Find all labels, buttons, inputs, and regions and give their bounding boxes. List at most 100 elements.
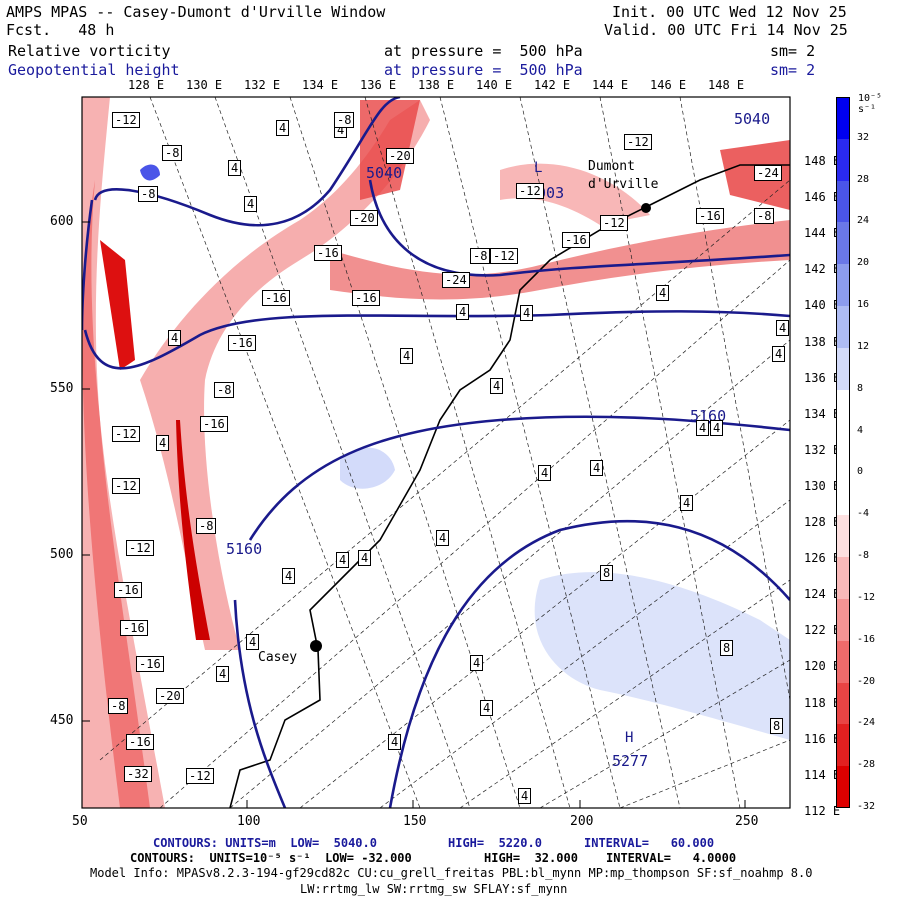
vorticity-label: 4 (282, 568, 296, 584)
colorbar-border (836, 97, 850, 808)
vorticity-label: -8 (138, 186, 159, 202)
vorticity-label: -12 (600, 215, 628, 231)
vorticity-label: 4 (228, 160, 242, 176)
vorticity-label: -16 (120, 620, 148, 636)
colorbar-tick-label: -28 (857, 759, 876, 771)
vorticity-label: -32 (124, 766, 152, 782)
vorticity-label: 4 (216, 666, 230, 682)
vorticity-label: -24 (754, 165, 782, 181)
vorticity-label: -16 (114, 582, 142, 598)
vorticity-label: 4 (436, 530, 450, 546)
vorticity-label: -20 (350, 210, 378, 226)
right-lon-label: 128 E (804, 515, 841, 529)
colorbar-swatch (836, 389, 850, 433)
field1-smoothing: sm= 2 (770, 42, 816, 60)
vorticity-label: -8 (754, 208, 775, 224)
top-lon-label: 130 E (186, 78, 223, 92)
x-tick-label: 100 (237, 814, 261, 829)
height-label-5040-n: 5040 (366, 164, 403, 182)
right-lon-label: 112 E (804, 803, 841, 818)
colorbar-swatch (836, 347, 850, 391)
right-lon-label: 138 E (804, 334, 841, 349)
right-lon-label: 142 E (804, 262, 841, 277)
colorbar-swatch (836, 180, 850, 223)
vorticity-label: 4 (388, 734, 402, 750)
colorbar-tick-label: 20 (857, 257, 870, 269)
colorbar-tick-label: -32 (857, 801, 876, 812)
vorticity-label: 4 (490, 378, 504, 394)
vorticity-label: -16 (562, 232, 590, 248)
vorticity-label: -12 (490, 248, 518, 264)
vorticity-label: -8 (162, 145, 183, 161)
colorbar-swatch (836, 264, 850, 307)
vorticity-label: -16 (136, 656, 164, 672)
vorticity-label: 4 (156, 435, 170, 451)
right-lon-label: 140 E (804, 298, 841, 313)
colorbar-swatch (836, 222, 850, 265)
footer-height-contours-a: CONTOURS: UNITS=m LOW= 5040.0 (153, 836, 377, 850)
vorticity-label: -8 (196, 518, 217, 534)
vorticity-label: 4 (696, 420, 710, 436)
field1-level: at pressure = 500 hPa (384, 42, 583, 60)
valid-time: Valid. 00 UTC Fri 14 Nov 25 (604, 21, 848, 39)
field1-name: Relative vorticity (8, 42, 171, 60)
colorbar-swatch (836, 138, 850, 182)
right-lon-label: 130 E (804, 478, 841, 493)
height-label-5160-w: 5160 (226, 540, 263, 558)
footer-vort-contours-c: INTERVAL= 4.0000 (606, 851, 737, 865)
top-lon-label: 132 E (244, 78, 281, 92)
footer-model-physics: LW:rrtmg_lw SW:rrtmg_sw SFLAY:sf_mynn (300, 882, 568, 896)
height-label-5040-ne: 5040 (734, 110, 771, 128)
footer-vort-contours-a: CONTOURS: UNITS=10⁻⁵ s⁻¹ LOW= -32.000 (130, 851, 412, 865)
vorticity-label: 4 (518, 788, 532, 804)
init-time: Init. 00 UTC Wed 12 Nov 25 (612, 3, 847, 21)
vorticity-label: -12 (516, 183, 544, 199)
colorbar-swatch (836, 724, 850, 767)
low-symbol: L (534, 160, 543, 176)
vorticity-label: 4 (538, 465, 552, 481)
vorticity-label: 4 (244, 196, 258, 212)
right-lon-label: 120 E (804, 659, 841, 674)
vorticity-label: -12 (126, 540, 154, 556)
field2-smoothing: sm= 2 (770, 61, 816, 79)
vorticity-label: -12 (624, 134, 652, 150)
vorticity-label: 4 (656, 285, 670, 301)
colorbar-tick-label: 32 (857, 131, 870, 143)
map-title: AMPS MPAS -- Casey-Dumont d'Urville Wind… (6, 3, 386, 21)
top-lon-label: 148 E (708, 78, 745, 92)
right-lon-label: 146 E (804, 190, 841, 205)
vorticity-label: 4 (520, 305, 534, 321)
colorbar-swatch (836, 515, 850, 558)
vorticity-label: -16 (126, 734, 154, 750)
vorticity-label: 4 (470, 655, 484, 671)
y-tick-label: 600 (50, 214, 74, 229)
footer-model-info: Model Info: MPASv8.2.3-194-gf29cd82c CU:… (90, 866, 813, 880)
top-lon-label: 134 E (302, 78, 339, 92)
colorbar-tick-label: 4 (857, 424, 864, 436)
vorticity-label: -12 (186, 768, 214, 784)
colorbar-tick-label: 28 (857, 173, 870, 185)
y-tick-label: 500 (50, 547, 74, 562)
colorbar-tick-label: 16 (857, 299, 870, 311)
coastline (229, 164, 790, 808)
vorticity-label: -16 (262, 290, 290, 306)
vorticity-label: -16 (200, 416, 228, 432)
colorbar-tick-label: -8 (857, 550, 870, 562)
x-tick-label: 250 (735, 814, 759, 829)
vorticity-label: -20 (156, 688, 184, 704)
vorticity-label: -8 (334, 112, 355, 128)
right-lon-label: 136 E (804, 370, 841, 385)
top-lon-label: 146 E (650, 78, 687, 92)
vorticity-label: 8 (770, 718, 784, 734)
footer-vort-contours-b: HIGH= 32.000 (484, 851, 578, 865)
y-tick-label: 450 (50, 713, 74, 728)
x-tick-label: 200 (570, 814, 594, 829)
colorbar-unit: 10⁻⁵ s⁻¹ (858, 93, 883, 115)
right-lon-label: 148 E (804, 154, 841, 168)
vorticity-label: -20 (386, 148, 414, 164)
vorticity-label: 4 (456, 304, 470, 320)
colorbar-swatch (836, 640, 850, 684)
vorticity-label: -8 (108, 698, 129, 714)
vorticity-label: 4 (480, 700, 494, 716)
top-lon-label: 142 E (534, 78, 571, 92)
